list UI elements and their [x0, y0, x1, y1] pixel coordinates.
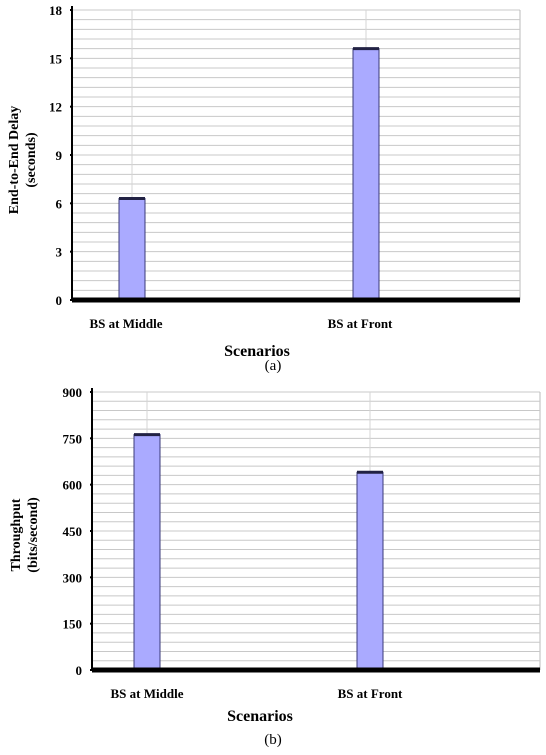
y-tick-label: 3 [56, 245, 63, 260]
y-tick-label: 0 [56, 293, 63, 308]
x-category-label: BS at Front [338, 686, 403, 701]
y-tick-label: 12 [49, 100, 62, 115]
bar [133, 434, 161, 671]
y-axis-title: End-to-End Delay (seconds) [7, 106, 39, 215]
y-tick-label: 6 [56, 196, 63, 211]
delay-chart: 0 3 6 9 12 15 18 BS at Middle BS at Front Scenari… [7, 3, 521, 360]
y-tick-label: 9 [56, 148, 63, 163]
y-tick-label: 600 [63, 478, 83, 493]
bar [352, 48, 380, 301]
caption-b: (b) [264, 732, 282, 748]
bar [356, 471, 384, 671]
x-category-label: BS at Front [328, 316, 393, 331]
y-axis-title-line: End-to-End Delay [7, 106, 22, 215]
x-axis-title: Scenarios [227, 708, 293, 725]
throughput-chart: 0 150 300 450 600 750 900 BS at Middle BS at Fro… [9, 385, 541, 725]
y-tick-label: 18 [49, 3, 63, 18]
y-axis-title-line: (seconds) [24, 132, 39, 188]
caption-a: (a) [264, 358, 282, 374]
y-tick-label: 15 [49, 51, 63, 66]
y-tick-label: 750 [63, 431, 83, 446]
y-tick-label: 450 [63, 524, 83, 539]
y-axis-title-line: (bits/second) [26, 497, 41, 573]
y-tick-label: 150 [63, 617, 83, 632]
x-category-label: BS at Middle [111, 686, 184, 701]
x-category-label: BS at Middle [90, 316, 163, 331]
y-tick-label: 900 [63, 385, 83, 400]
bar [118, 198, 146, 301]
x-axis-title: Scenarios [224, 343, 290, 360]
y-tick-label: 0 [76, 663, 83, 678]
y-axis-title: Throughput (bits/second) [9, 497, 41, 573]
y-axis-title-line: Throughput [9, 498, 24, 571]
y-tick-label: 300 [63, 570, 83, 585]
chart-panel-b: 0 150 300 450 600 750 900 BS at Middle BS at Fro… [0, 380, 546, 755]
chart-panel-a: 0 3 6 9 12 15 18 BS at Middle BS at Front Scenari… [7, 3, 521, 374]
